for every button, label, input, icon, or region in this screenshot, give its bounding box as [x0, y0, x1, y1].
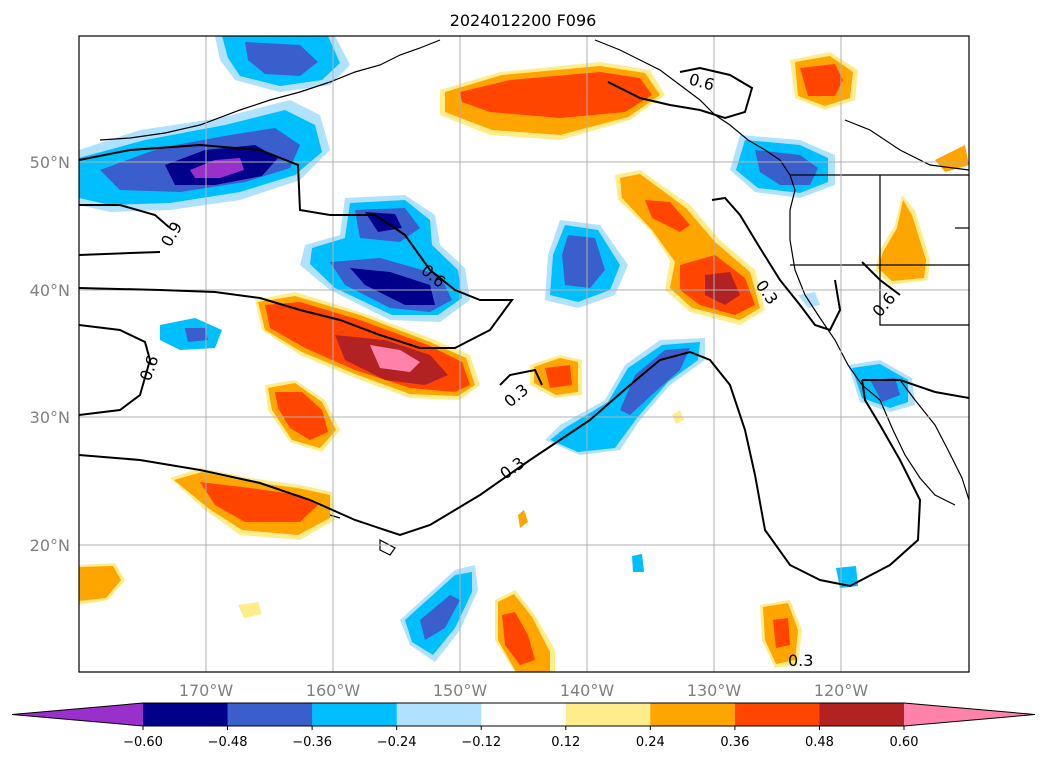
colorbar: −0.60 −0.48 −0.36 −0.24 −0.12 0.12 0.24 0.36 0.4… — [11, 702, 1036, 750]
colorbar-tick-label: −0.12 — [461, 735, 501, 750]
colorbar-tick-label: −0.48 — [208, 735, 248, 750]
contour-lines — [79, 66, 969, 588]
map-area: 0.9 0.6 0.6 0.6 0.6 0.3 0.3 0.3 0.3 — [79, 36, 969, 672]
colorbar-segment — [650, 703, 736, 726]
colorbar-extend-high — [904, 703, 1035, 726]
negative-anomaly-west-core — [185, 328, 208, 342]
graticule — [79, 36, 969, 672]
lon-label-120w: 120°W — [814, 681, 869, 700]
colorbar-segment — [734, 703, 820, 726]
colorbar-segment — [481, 703, 567, 726]
lon-label-130w: 130°W — [687, 681, 742, 700]
colorbar-segment — [312, 703, 398, 726]
positive-anomaly-speck — [238, 602, 262, 618]
positive-anomaly-se — [760, 600, 802, 668]
positive-anomaly-west-30n — [265, 380, 340, 452]
colorbar-tick-label: 0.60 — [890, 735, 919, 750]
positive-anomaly-south — [495, 590, 555, 672]
colorbar-segment — [565, 703, 651, 726]
map-frame — [78, 35, 970, 673]
positive-anomaly-subtropical — [255, 292, 480, 400]
positive-anomaly-ne-diagonal — [615, 170, 765, 325]
colorbar-tick-label: −0.36 — [292, 735, 332, 750]
positive-anomaly-nevada — [875, 195, 930, 285]
negative-anomaly-north — [215, 36, 350, 92]
lon-label-140w: 140°W — [560, 681, 615, 700]
anomaly-fields — [79, 36, 969, 672]
latitude-labels: 50°N 40°N 30°N 20°N — [30, 153, 70, 555]
colorbar-segment — [819, 703, 905, 726]
lat-label-30n: 30°N — [30, 408, 70, 427]
lon-label-160w: 160°W — [306, 681, 361, 700]
positive-anomaly-speck-2 — [518, 510, 528, 528]
positive-anomaly-far-west — [79, 563, 125, 605]
colorbar-segment — [227, 703, 313, 726]
lat-label-50n: 50°N — [30, 153, 70, 172]
negative-anomaly-pnw — [730, 135, 835, 198]
positive-anomaly-small-30n — [530, 355, 582, 398]
colorbar-segment — [143, 703, 229, 726]
colorbar-tick-label: 0.36 — [720, 735, 749, 750]
negative-anomaly-speck — [632, 554, 644, 572]
lat-label-20n: 20°N — [30, 536, 70, 555]
colorbar-tick-label: −0.60 — [123, 735, 163, 750]
negative-anomaly-speck-3 — [798, 292, 820, 308]
colorbar-tick-label: 0.48 — [805, 735, 834, 750]
colorbar-extend-low — [12, 703, 143, 726]
contour-label-0.3-se: 0.3 — [788, 651, 813, 670]
negative-anomaly-south — [400, 565, 478, 662]
colorbar-tick-label: 0.24 — [636, 735, 665, 750]
lat-label-40n: 40°N — [30, 281, 70, 300]
figure-title: 2024012200 F096 — [450, 11, 597, 30]
colorbar-tick-label: −0.24 — [377, 735, 417, 750]
positive-anomaly-22n — [170, 468, 335, 540]
lon-label-170w: 170°W — [179, 681, 234, 700]
longitude-labels: 170°W 160°W 150°W 140°W 130°W 120°W — [179, 681, 869, 700]
colorbar-tick-label: 0.12 — [551, 735, 580, 750]
negative-anomaly-aleutian — [79, 100, 330, 212]
lon-label-150w: 150°W — [433, 681, 488, 700]
colorbar-segment — [396, 703, 482, 726]
